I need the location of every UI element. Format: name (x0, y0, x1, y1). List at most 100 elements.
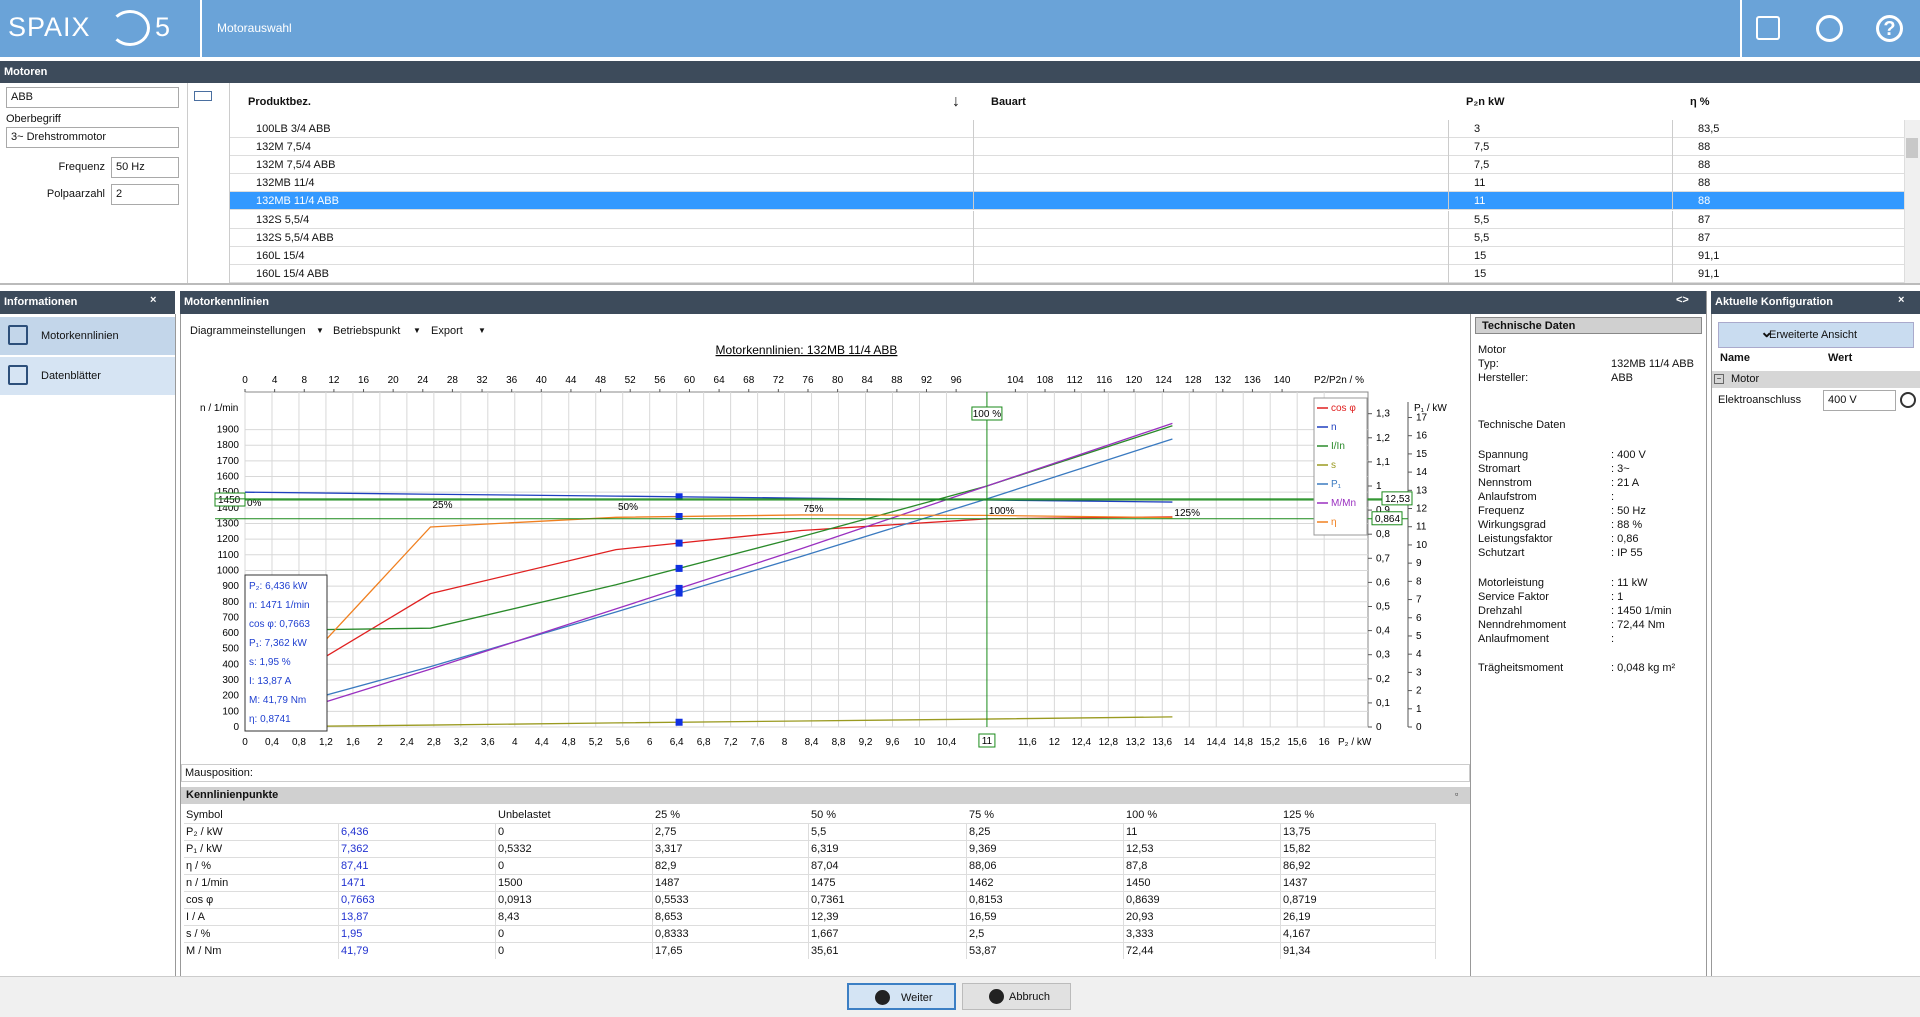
pin-icon: ▫ (1455, 789, 1459, 799)
property-value: : 0,048 kg m² (1611, 662, 1676, 674)
panel-border (180, 314, 181, 976)
divider (187, 83, 188, 283)
x-axis-label: P₂ / kW (1338, 737, 1372, 748)
y2-tick-label: 1,2 (1376, 433, 1390, 444)
table-cell: 0,8153 (967, 891, 1124, 908)
panel-title: Motoren (0, 61, 1920, 83)
x-tick-label: 0 (242, 737, 248, 748)
table-cell: 0,7663 (339, 891, 496, 908)
toolbar-menu[interactable]: Export (431, 325, 463, 337)
table-cell: 7,362 (339, 840, 496, 857)
expand-button[interactable]: Erweiterte Ansicht (1718, 322, 1914, 348)
load-label: 25% (432, 500, 452, 511)
plot-area (244, 391, 1369, 728)
close-button[interactable]: × (150, 294, 157, 306)
table-row[interactable]: 132S 5,5/4 ABB 5,5 87 (230, 228, 1904, 247)
y3-tick-label: 8 (1416, 576, 1422, 587)
scroll-thumb[interactable] (1906, 138, 1918, 158)
cell-divider (1448, 138, 1449, 157)
x-tick-label: 2,8 (427, 737, 441, 748)
toolbar-menu[interactable]: Betriebspunkt (333, 325, 401, 337)
group-row[interactable]: Motor (1711, 371, 1920, 388)
toggle[interactable]: <> (1676, 294, 1689, 306)
type-select[interactable]: 3~ Drehstrommotor (6, 127, 179, 148)
logo-version: 5 (155, 12, 171, 42)
column-header[interactable]: P₂n kW (1466, 96, 1505, 108)
legend-label: I/In (1331, 441, 1345, 452)
manufacturer-select[interactable]: ABB (6, 87, 179, 108)
cursor-value: M: 41,79 Nm (249, 695, 306, 706)
operating-label-box (978, 733, 996, 748)
column-icon[interactable] (194, 91, 212, 101)
cell-divider (1672, 174, 1673, 193)
cell-divider (973, 174, 974, 193)
cell: 15 (1474, 267, 1487, 280)
y3-tick-label: 12 (1416, 504, 1428, 515)
cell: 15 (1474, 249, 1487, 262)
cell: 3 (1474, 123, 1481, 135)
table-row[interactable]: 160L 15/4 ABB 15 91,1 (230, 264, 1904, 283)
y3-tick-label: 15 (1416, 449, 1428, 460)
panel-title: Informationen (0, 291, 175, 314)
y-tick-label: 900 (222, 581, 239, 592)
label: Polpaarzahl (46, 188, 105, 200)
globe-icon[interactable] (1816, 15, 1843, 42)
edit-icon[interactable] (1756, 16, 1780, 40)
frequency-select[interactable]: 50 Hz (111, 157, 179, 178)
lock-icon[interactable] (1900, 392, 1916, 408)
table-row[interactable]: 100LB 3/4 ABB 3 83,5 (230, 120, 1904, 138)
table-cell: cos φ (184, 891, 339, 908)
mouse-position: Mausposition: (181, 764, 1470, 782)
y3-tick-label: 1 (1416, 704, 1422, 715)
property-select[interactable]: 400 V (1823, 390, 1896, 411)
y-tick-label: 0 (233, 722, 239, 733)
y3-tick-label: 13 (1416, 485, 1428, 496)
close-button[interactable]: × (1898, 294, 1905, 306)
table-row[interactable]: 132S 5,5/4 5,5 87 (230, 210, 1904, 229)
cell: 160L 15/4 (256, 249, 305, 262)
cell: 132M 7,5/4 ABB (256, 159, 336, 172)
nav-item[interactable]: Motorkennlinien (0, 317, 175, 355)
table-row[interactable]: 132M 7,5/4 7,5 88 (230, 138, 1904, 157)
x2-tick-label: 16 (358, 375, 370, 386)
button[interactable]: Abbruch (962, 983, 1071, 1010)
cell-divider (1448, 264, 1449, 283)
column-header[interactable]: Bauart (991, 96, 1026, 108)
nav-item[interactable]: Datenblätter (0, 357, 175, 395)
property-value: ABB (1611, 372, 1634, 384)
table-row[interactable]: 132M 7,5/4 ABB 7,5 88 (230, 156, 1904, 175)
property-value: : 1450 1/min (1611, 605, 1672, 617)
y-tick-label: 1100 (217, 550, 239, 561)
column-header[interactable]: η % (1690, 96, 1710, 108)
table-cell: 0,5533 (653, 891, 809, 908)
cell-divider (1672, 210, 1673, 229)
property-value: : 400 V (1611, 449, 1646, 461)
table-cell: 1450 (1124, 874, 1281, 891)
y3-tick-label: 14 (1416, 467, 1428, 478)
button[interactable]: Weiter (847, 983, 956, 1010)
table-cell: M / Nm (184, 942, 339, 959)
x-tick-label: 2 (377, 737, 383, 748)
pole-select[interactable]: 2 (111, 184, 179, 205)
column-header[interactable]: Produktbez. (248, 96, 311, 108)
cell: 132MB 11/4 (256, 177, 315, 190)
cell: 5,5 (1474, 213, 1490, 226)
load-label: 75% (803, 504, 823, 515)
table-row[interactable]: 160L 15/4 15 91,1 (230, 246, 1904, 265)
y-tick-label: 1900 (217, 425, 240, 436)
help-icon[interactable]: ? (1876, 15, 1903, 42)
operating-label: 100 % (973, 409, 1001, 420)
load-label: 100% (989, 506, 1015, 517)
table-cell: s / % (184, 925, 339, 942)
y3-tick-label: 11 (1416, 522, 1427, 533)
sort-icon[interactable]: ↓ (952, 93, 960, 110)
toolbar-menu[interactable]: Diagrammeinstellungen (190, 325, 306, 337)
y3-tick-label: 3 (1416, 667, 1422, 678)
table-row[interactable]: 132MB 11/4 ABB 11 88 (230, 192, 1904, 211)
separator (200, 0, 202, 57)
cell-divider (973, 138, 974, 157)
table-cell: η / % (184, 857, 339, 874)
separator (1740, 0, 1742, 57)
table-row[interactable]: 132MB 11/4 11 88 (230, 174, 1904, 193)
cell-divider (1672, 264, 1673, 283)
